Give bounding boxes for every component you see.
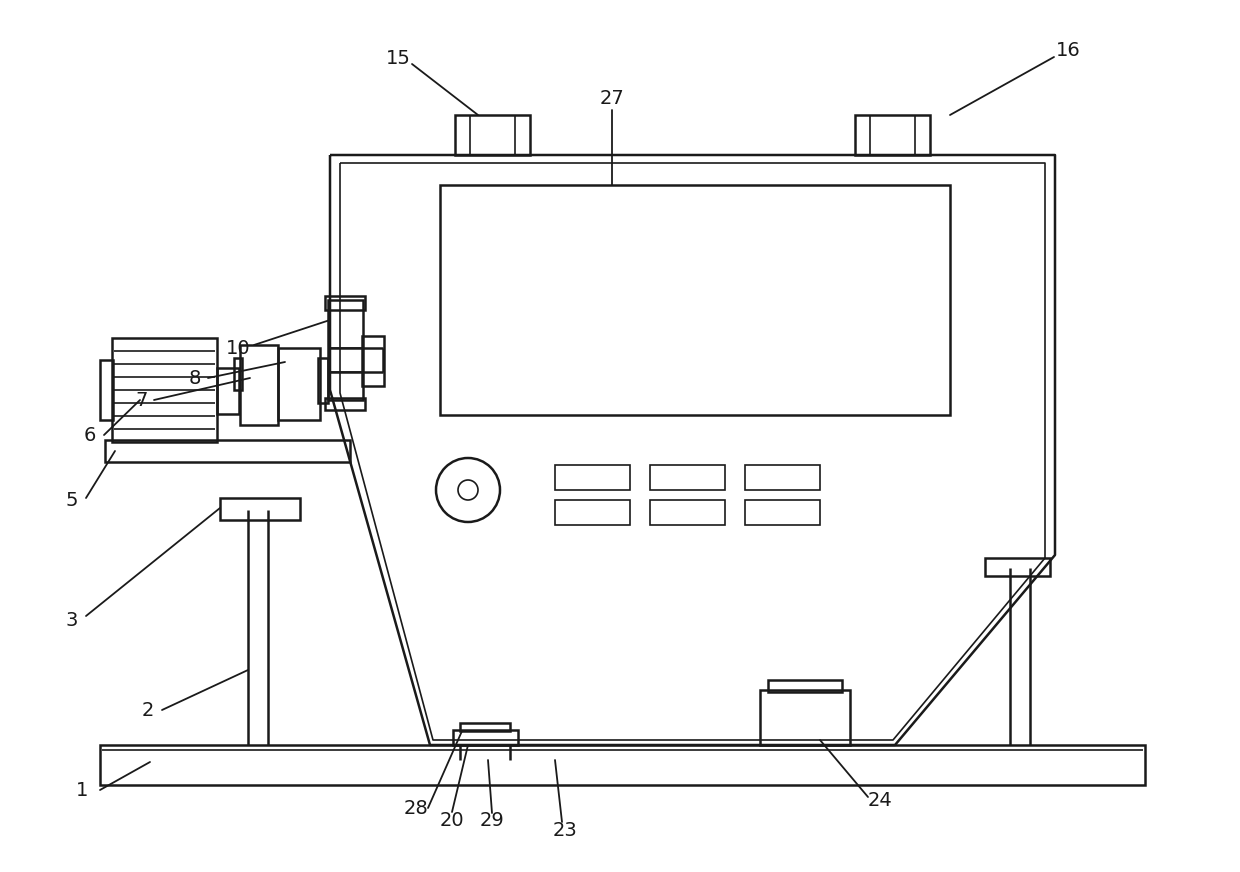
Bar xyxy=(556,465,630,490)
Bar xyxy=(278,348,320,420)
Bar xyxy=(985,558,1050,576)
Text: 29: 29 xyxy=(480,810,505,829)
Text: 8: 8 xyxy=(188,369,201,387)
Bar xyxy=(317,358,329,403)
Text: 16: 16 xyxy=(1055,40,1080,59)
Bar xyxy=(325,398,365,410)
Bar xyxy=(329,300,363,400)
Text: 20: 20 xyxy=(440,810,464,829)
Bar xyxy=(768,680,842,692)
Bar xyxy=(453,730,518,745)
Bar xyxy=(460,723,510,731)
Text: 1: 1 xyxy=(76,780,88,800)
Bar xyxy=(105,440,350,462)
Bar xyxy=(100,360,113,420)
Text: 15: 15 xyxy=(386,49,410,67)
Bar xyxy=(650,500,725,525)
Text: 3: 3 xyxy=(66,610,78,630)
Bar xyxy=(455,115,529,155)
Bar xyxy=(241,345,278,425)
Text: 6: 6 xyxy=(84,426,97,445)
Bar xyxy=(325,296,365,310)
Text: 23: 23 xyxy=(553,821,578,840)
Text: 2: 2 xyxy=(141,700,154,719)
Text: 27: 27 xyxy=(600,88,625,107)
Bar xyxy=(856,115,930,155)
Bar xyxy=(440,185,950,415)
Bar xyxy=(112,338,217,442)
Text: 24: 24 xyxy=(868,791,893,809)
Bar xyxy=(745,465,820,490)
Text: 10: 10 xyxy=(226,338,250,358)
Bar xyxy=(362,336,384,386)
Bar xyxy=(234,358,242,390)
Bar xyxy=(760,690,849,745)
Bar xyxy=(100,745,1145,785)
Bar xyxy=(650,465,725,490)
Bar xyxy=(217,368,239,414)
Text: 28: 28 xyxy=(404,799,428,818)
Bar xyxy=(745,500,820,525)
Text: 5: 5 xyxy=(66,490,78,509)
Bar xyxy=(556,500,630,525)
Text: 7: 7 xyxy=(136,391,149,410)
Bar xyxy=(219,498,300,520)
